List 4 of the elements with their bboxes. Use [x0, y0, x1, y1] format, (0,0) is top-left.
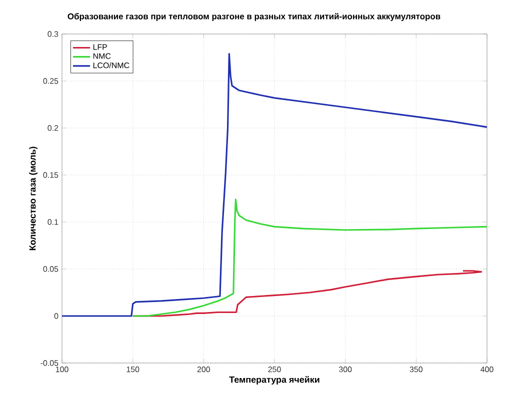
line-series — [132, 198, 488, 317]
chart-title: Образование газов при тепловом разгоне в разных типах литий-ионных аккумуляторов — [68, 12, 440, 22]
y-axis-title: Количество газа (моль) — [29, 146, 38, 250]
x-axis-title: Температура ячейки — [229, 376, 320, 385]
